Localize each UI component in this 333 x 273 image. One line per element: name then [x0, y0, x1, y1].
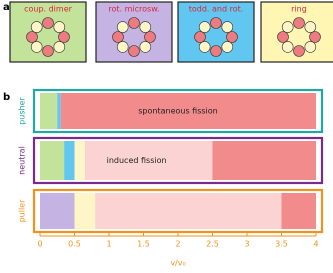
- particle: [112, 31, 124, 43]
- phase-segment: [74, 193, 96, 229]
- particle: [293, 45, 305, 57]
- particle: [128, 17, 140, 29]
- phase-segment: [64, 141, 75, 180]
- particle: [226, 31, 238, 43]
- particle: [139, 21, 152, 33]
- x-tick-label: 3: [244, 240, 249, 249]
- x-tick-label: 2: [175, 240, 180, 249]
- particle: [198, 41, 211, 53]
- panel-letter: b: [3, 92, 10, 103]
- state-label: coup. dimer: [24, 5, 73, 14]
- particle: [304, 21, 317, 33]
- row-label: puller: [18, 199, 27, 223]
- particle: [144, 31, 156, 43]
- particle: [194, 31, 206, 43]
- particle: [42, 45, 54, 57]
- state-label: todd. and rot.: [189, 5, 244, 14]
- phase-segment: [74, 141, 85, 180]
- x-tick-label: 0.5: [68, 240, 81, 249]
- particle: [281, 41, 294, 53]
- particle: [42, 17, 54, 29]
- particle: [309, 31, 321, 43]
- particle: [221, 41, 234, 53]
- row-frame: [32, 188, 324, 234]
- particle: [30, 21, 43, 33]
- row-label: neutral: [18, 146, 27, 175]
- state-label: ring: [291, 5, 307, 14]
- x-tick-label: 1.5: [137, 240, 150, 249]
- phase-segment: [40, 141, 65, 180]
- particle: [53, 41, 66, 53]
- phase-segment: [212, 141, 316, 180]
- phase-segment: [40, 193, 75, 229]
- x-tick-label: 4: [313, 240, 318, 249]
- x-tick-label: 0: [37, 240, 42, 249]
- particle: [293, 17, 305, 29]
- particle: [116, 21, 129, 33]
- panel-letter: a: [3, 2, 10, 13]
- phase-segment: [84, 141, 213, 180]
- particle: [58, 31, 70, 43]
- particle: [30, 41, 43, 53]
- annotation: spontaneous fission: [138, 107, 217, 116]
- particle: [198, 21, 211, 33]
- x-axis-label: v/v₀: [170, 259, 185, 268]
- particle: [210, 45, 222, 57]
- particle: [210, 17, 222, 29]
- x-tick-label: 1: [106, 240, 111, 249]
- particle: [116, 41, 129, 53]
- x-tick-label: 3.5: [275, 240, 288, 249]
- state-box: [177, 1, 255, 63]
- particle: [26, 31, 38, 43]
- particle: [281, 21, 294, 33]
- phase-segment: [57, 93, 61, 129]
- row-frame: [32, 136, 324, 185]
- phase-segment: [40, 93, 58, 129]
- particle: [221, 21, 234, 33]
- state-label: rot. microsw.: [108, 5, 159, 14]
- annotation: induced fission: [107, 156, 167, 165]
- x-tick-label: 2.5: [206, 240, 219, 249]
- phase-segment: [60, 93, 317, 129]
- particle: [304, 41, 317, 53]
- particle: [139, 41, 152, 53]
- particle: [277, 31, 289, 43]
- row-frame: [32, 88, 324, 134]
- phase-segment: [281, 193, 316, 229]
- phase-segment: [95, 193, 282, 229]
- particle: [53, 21, 66, 33]
- row-label: pusher: [18, 96, 27, 124]
- particle: [128, 45, 140, 57]
